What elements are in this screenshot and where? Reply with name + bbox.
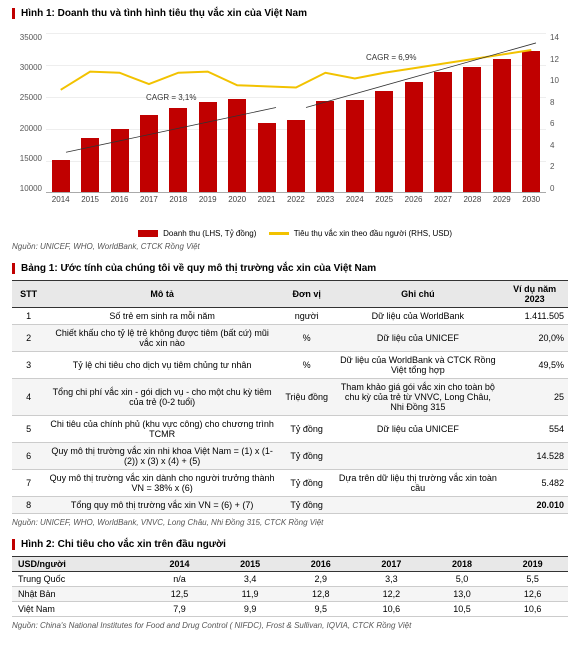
table2: USD/người201420152016201720182019 Trung …: [12, 556, 568, 617]
bar: [258, 123, 276, 192]
bar: [522, 51, 540, 192]
table1: STT Mô tả Đơn vị Ghi chú Ví dụ năm 2023 …: [12, 280, 568, 514]
table-row: 3Tỷ lệ chi tiêu cho dịch vụ tiêm chủng t…: [12, 352, 568, 379]
legend-bar-label: Doanh thu (LHS, Tỷ đồng): [163, 229, 256, 238]
bar: [375, 91, 393, 192]
bar: [169, 108, 187, 192]
table-row: 1Số trẻ em sinh ra mỗi nămngườiDữ liệu c…: [12, 308, 568, 325]
bars-container: [46, 33, 546, 192]
table-row: Việt Nam7,99,99,510,610,510,6: [12, 602, 568, 617]
y-right-axis: 14121086420: [550, 33, 568, 193]
bar: [81, 138, 99, 192]
table-row: Trung Quốcn/a3,42,93,35,05,5: [12, 572, 568, 587]
th-unit: Đơn vị: [279, 281, 335, 308]
bar: [434, 72, 452, 192]
th-stt: STT: [12, 281, 45, 308]
table-row: 4Tổng chi phí vắc xin - gói dịch vụ - ch…: [12, 379, 568, 416]
table-row: 8Tổng quy mô thị trường vắc xin VN = (6)…: [12, 497, 568, 514]
plot-area: CAGR = 3,1% CAGR = 6,9%: [46, 33, 546, 193]
table-row: 6Quy mô thị trường vắc xin nhi khoa Việt…: [12, 443, 568, 470]
table-row: Nhật Bản12,511,912,812,213,012,6: [12, 587, 568, 602]
legend-line-swatch: [269, 232, 289, 235]
x-axis-labels: 2014201520162017201820192020202120222023…: [46, 195, 546, 204]
figure1-chart: 350003000025000200001500010000 141210864…: [12, 25, 568, 225]
bar: [52, 160, 70, 192]
legend-bar-swatch: [138, 230, 158, 237]
figure1-legend: Doanh thu (LHS, Tỷ đồng) Tiêu thụ vắc xi…: [12, 229, 568, 238]
bar: [111, 129, 129, 192]
bar: [346, 100, 364, 192]
th-note: Ghi chú: [334, 281, 501, 308]
figure1-title: Hình 1: Doanh thu và tình hình tiêu thụ …: [12, 8, 568, 19]
bar: [316, 101, 334, 192]
figure2-source: Nguồn: China's National Institutes for F…: [12, 621, 568, 630]
bar: [140, 115, 158, 192]
y-left-axis: 350003000025000200001500010000: [12, 33, 42, 193]
bar: [493, 59, 511, 192]
table1-title: Bảng 1: Ước tính của chúng tôi về quy mô…: [12, 263, 568, 274]
cagr2-label: CAGR = 6,9%: [366, 53, 416, 62]
th-ex: Ví dụ năm 2023: [501, 281, 568, 308]
bar: [199, 102, 217, 192]
table-row: 2Chiết khấu cho tỷ lệ trẻ không được tiê…: [12, 325, 568, 352]
cagr1-label: CAGR = 3,1%: [146, 93, 196, 102]
bar: [287, 120, 305, 192]
bar: [463, 67, 481, 192]
figure1-source: Nguồn: UNICEF, WHO, WorldBank, CTCK Rồng…: [12, 242, 568, 251]
bar: [228, 99, 246, 192]
table1-source: Nguồn: UNICEF, WHO, WorldBank, VNVC, Lon…: [12, 518, 568, 527]
bar: [405, 82, 423, 192]
legend-line-label: Tiêu thụ vắc xin theo đầu người (RHS, US…: [294, 229, 452, 238]
figure2-title: Hình 2: Chi tiêu cho vắc xin trên đầu ng…: [12, 539, 568, 550]
table-row: 7Quy mô thị trường vắc xin dành cho ngườ…: [12, 470, 568, 497]
th-desc: Mô tả: [45, 281, 279, 308]
table-row: 5Chi tiêu của chính phủ (khu vực công) c…: [12, 416, 568, 443]
